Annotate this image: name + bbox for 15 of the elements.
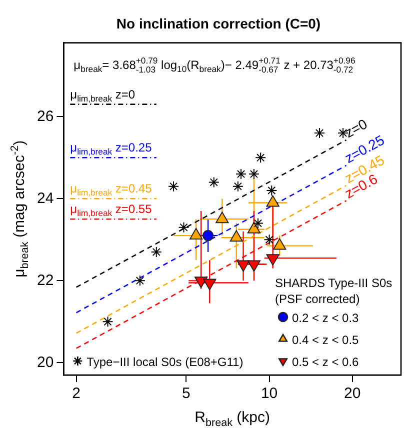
y-tick-label: 20 — [36, 354, 54, 371]
x-tick-label: 5 — [182, 385, 190, 402]
chart-title: No inclination correction (C=0) — [116, 15, 321, 32]
legend-label: 0.5 < z < 0.6 — [292, 355, 360, 369]
legend-label: 0.4 < z < 0.5 — [292, 333, 360, 347]
legend-label: 0.2 < z < 0.3 — [292, 311, 360, 325]
y-axis-title: μbreak (mag arcsec-2) — [9, 140, 31, 278]
legend-title: SHARDS Type-III S0s (PSF corrected) — [275, 276, 392, 306]
y-tick-label: 22 — [36, 272, 54, 289]
y-tick-label: 24 — [36, 190, 54, 207]
x-tick-label: 20 — [344, 385, 361, 402]
x-tick-label: 2 — [72, 385, 80, 402]
x-tick-label: 10 — [260, 385, 278, 402]
legend-label: Type−III local S0s (E08+G11) — [86, 355, 244, 369]
y-tick-label: 26 — [36, 108, 54, 125]
